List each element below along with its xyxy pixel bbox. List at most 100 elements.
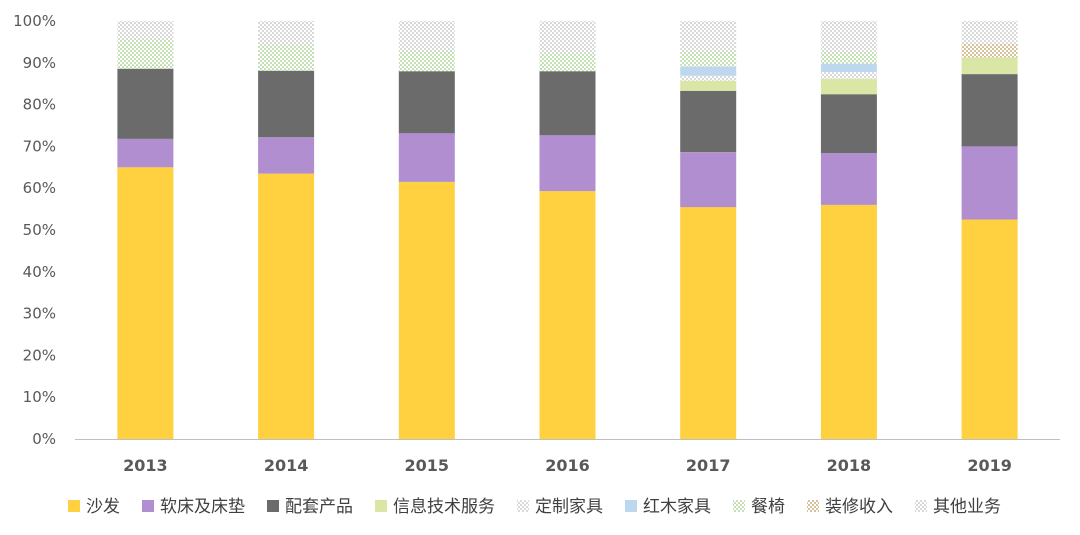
bar-segment: [539, 191, 596, 439]
y-tick-label: 90%: [23, 54, 56, 72]
bars: [117, 21, 1018, 440]
legend-item: 配套产品: [267, 497, 353, 517]
legend-swatch: [375, 500, 387, 512]
legend-swatch: [267, 500, 279, 512]
legend-label: 红木家具: [643, 497, 711, 517]
bar-segment: [539, 52, 596, 72]
bar-segment: [539, 135, 596, 192]
legend-item: 装修收入: [807, 497, 893, 517]
bar-segment: [820, 63, 877, 72]
bar-stack-2016: [539, 21, 596, 439]
bar-segment: [820, 21, 877, 52]
bar-segment: [258, 21, 315, 45]
legend-item: 定制家具: [517, 497, 603, 517]
bar-segment: [398, 50, 455, 72]
legend-item: 沙发: [68, 497, 120, 517]
bar-segment: [398, 71, 455, 134]
legend-label: 软床及床垫: [160, 497, 245, 517]
y-tick-label: 100%: [13, 12, 56, 30]
x-tick-label: 2017: [686, 456, 731, 475]
bar-segment: [820, 153, 877, 205]
bar-segment: [961, 21, 1018, 44]
bar-segment: [680, 21, 737, 52]
legend-label: 装修收入: [825, 497, 893, 517]
y-tick-label: 40%: [23, 263, 56, 281]
bar-segment: [117, 21, 174, 39]
legend-label: 信息技术服务: [393, 497, 495, 517]
bar-segment: [820, 51, 877, 64]
bar-segment: [117, 68, 174, 139]
legend-label: 沙发: [86, 497, 120, 517]
bar-segment: [961, 219, 1018, 439]
x-tick-label: 2015: [405, 456, 450, 475]
bar-stack-2015: [398, 21, 455, 439]
bar-segment: [258, 137, 315, 174]
bar-segment: [820, 204, 877, 439]
legend-item: 红木家具: [625, 497, 711, 517]
legend-item: 软床及床垫: [142, 497, 245, 517]
bar-segment: [820, 72, 877, 79]
bar-segment: [820, 78, 877, 95]
legend-swatch: [68, 500, 80, 512]
legend: 沙发 软床及床垫 配套产品 信息技术服务 定制家具 红木家具 餐椅 装修收入 其他业务: [68, 497, 1001, 517]
y-tick-label: 60%: [23, 179, 56, 197]
bar-segment: [258, 70, 315, 138]
bar-segment: [398, 181, 455, 439]
bar-segment: [539, 71, 596, 136]
bar-segment: [680, 66, 737, 76]
legend-swatch: [733, 500, 745, 512]
legend-label: 定制家具: [535, 497, 603, 517]
bar-stack-2014: [258, 21, 315, 439]
legend-swatch: [517, 500, 529, 512]
bar-segment: [258, 173, 315, 439]
bar-segment: [961, 74, 1018, 147]
legend-item: 信息技术服务: [375, 497, 495, 517]
bar-segment: [680, 152, 737, 208]
bar-segment: [258, 44, 315, 71]
bar-stack-2018: [820, 21, 877, 439]
bar-segment: [398, 133, 455, 182]
bar-segment: [680, 75, 737, 81]
x-tick-label: 2019: [967, 456, 1012, 475]
legend-swatch: [625, 500, 637, 512]
x-tick-label: 2014: [264, 456, 309, 475]
bar-segment: [680, 51, 737, 67]
bar-segment: [820, 94, 877, 154]
y-tick-label: 50%: [23, 221, 56, 239]
legend-item: 其他业务: [915, 497, 1001, 517]
legend-swatch: [142, 500, 154, 512]
y-tick-label: 70%: [23, 137, 56, 155]
legend-item: 餐椅: [733, 497, 785, 517]
y-tick-label: 20%: [23, 346, 56, 364]
legend-label: 配套产品: [285, 497, 353, 517]
bar-segment: [680, 207, 737, 439]
legend-swatch: [807, 500, 819, 512]
bar-segment: [680, 80, 737, 91]
legend-label: 其他业务: [933, 497, 1001, 517]
bar-segment: [117, 138, 174, 168]
bar-stack-2017: [680, 21, 737, 439]
y-tick-label: 30%: [23, 305, 56, 323]
bar-segment: [961, 44, 1018, 58]
y-tick-label: 10%: [23, 388, 56, 406]
bar-segment: [961, 146, 1018, 220]
bar-segment: [117, 39, 174, 69]
bar-segment: [398, 21, 455, 51]
bar-stack-2013: [117, 21, 174, 440]
bar-segment: [961, 57, 1018, 75]
bar-segment: [680, 90, 737, 153]
x-tick-label: 2013: [123, 456, 168, 475]
x-tick-label: 2018: [827, 456, 872, 475]
legend-swatch: [915, 500, 927, 512]
x-axis-tick-labels: 2013 2014 2015 2016 2017 2018 2019: [123, 456, 1012, 475]
y-tick-label: 80%: [23, 96, 56, 114]
y-axis-tick-labels: 0% 10% 20% 30% 40% 50% 60% 70% 80% 90% 100%: [13, 12, 56, 448]
x-tick-label: 2016: [545, 456, 590, 475]
bar-segment: [539, 21, 596, 53]
legend-label: 餐椅: [751, 497, 785, 517]
y-tick-label: 0%: [32, 430, 56, 448]
bar-segment: [117, 167, 174, 440]
bar-stack-2019: [961, 21, 1018, 439]
